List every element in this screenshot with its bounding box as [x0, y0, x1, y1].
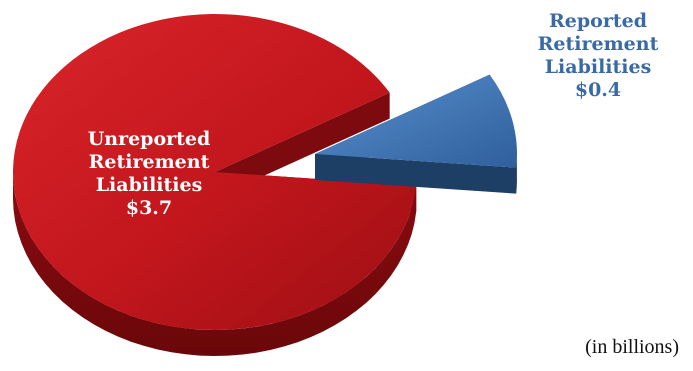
slice-label-line: Retirement [88, 151, 210, 173]
slice-value-label: $3.7 [125, 197, 173, 219]
slice-label-line: Liabilities [95, 174, 203, 196]
pie-slice-side [13, 173, 417, 356]
pie-slice-side [516, 151, 517, 194]
pie-slice-unreported [13, 13, 417, 356]
slice-label-unreported: Unreported Retirement Liabilities $3.7 [44, 128, 254, 220]
pie-slice-cut-face [315, 154, 517, 194]
pie-slice-cut-face [215, 92, 390, 198]
slice-label-line: Unreported [87, 128, 211, 150]
slice-label-line: Liabilities [544, 56, 652, 78]
slice-label-line: Reported [549, 10, 647, 32]
slice-label-line: Retirement [537, 33, 659, 55]
pie-slice-top [315, 74, 517, 168]
slice-label-reported: Reported Retirement Liabilities $0.4 [518, 10, 678, 102]
pie-slice-top [13, 13, 417, 330]
pie-slice-reported [315, 74, 517, 194]
slice-value-label: $0.4 [574, 79, 622, 101]
units-note: (in billions) [585, 336, 679, 358]
